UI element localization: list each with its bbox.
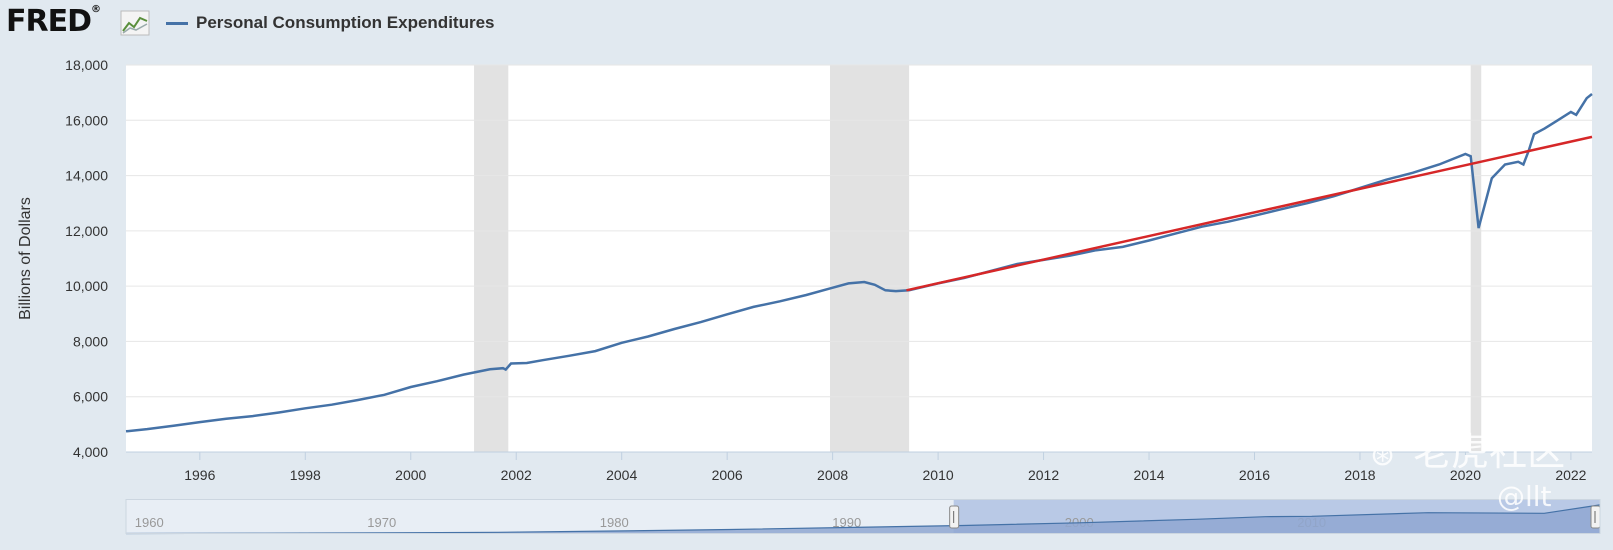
x-tick-label: 2002 bbox=[501, 467, 532, 483]
watermark-site-text: 老虎社区 bbox=[1413, 430, 1566, 474]
x-tick-label: 2008 bbox=[817, 467, 848, 483]
watermark-user: @llt bbox=[1497, 480, 1552, 513]
navigator-area bbox=[126, 504, 1600, 534]
fred-logo-reg: ® bbox=[91, 4, 101, 15]
recession-band bbox=[474, 65, 509, 452]
y-tick-label: 18,000 bbox=[65, 57, 108, 73]
fred-logo-text: FRED bbox=[6, 4, 92, 39]
navigator-tick-label: 1960 bbox=[135, 515, 164, 530]
x-tick-label: 2018 bbox=[1344, 467, 1375, 483]
y-tick-label: 8,000 bbox=[73, 333, 108, 349]
x-tick-label: 1996 bbox=[184, 467, 215, 483]
watermark-site-icon: ⊛ bbox=[1370, 438, 1396, 473]
x-tick-label: 2020 bbox=[1450, 467, 1481, 483]
navigator-frame bbox=[125, 499, 1601, 534]
y-axis-title: Billions of Dollars bbox=[17, 197, 34, 320]
x-tick-label: 2006 bbox=[712, 467, 743, 483]
x-tick-label: 2014 bbox=[1133, 467, 1164, 483]
y-tick-label: 16,000 bbox=[65, 112, 108, 128]
x-tick-label: 2016 bbox=[1239, 467, 1270, 483]
series-line-pce bbox=[125, 93, 1593, 433]
series-legend[interactable]: Personal Consumption Expenditures bbox=[166, 13, 495, 33]
y-tick-label: 14,000 bbox=[65, 168, 108, 184]
chart-header: FRED® Personal Consumption Expenditures bbox=[0, 0, 1613, 50]
y-tick-label: 4,000 bbox=[73, 444, 108, 460]
watermark-site: ⊛ 老虎社区 bbox=[1370, 421, 1565, 476]
x-tick-label: 2004 bbox=[606, 467, 637, 483]
x-tick-label: 2022 bbox=[1555, 467, 1586, 483]
y-tick-label: 10,000 bbox=[65, 278, 108, 294]
chart-line-icon bbox=[120, 10, 150, 36]
x-tick-label: 2000 bbox=[395, 467, 426, 483]
navigator-line bbox=[125, 504, 1601, 535]
y-tick-label: 6,000 bbox=[73, 389, 108, 405]
legend-swatch bbox=[166, 22, 188, 26]
x-tick-label: 2012 bbox=[1028, 467, 1059, 483]
trend-line bbox=[906, 135, 1593, 292]
legend-label: Personal Consumption Expenditures bbox=[196, 13, 495, 32]
y-tick-label: 12,000 bbox=[65, 223, 108, 239]
navigator-tick-label: 1970 bbox=[367, 515, 396, 530]
navigator-tick-label: 1980 bbox=[600, 515, 629, 530]
recession-band bbox=[829, 65, 910, 452]
x-tick-label: 1998 bbox=[290, 467, 321, 483]
recession-band bbox=[1470, 65, 1482, 452]
x-tick-label: 2010 bbox=[923, 467, 954, 483]
navigator-tick-label: 1990 bbox=[832, 515, 861, 530]
fred-logo[interactable]: FRED® bbox=[6, 4, 101, 39]
